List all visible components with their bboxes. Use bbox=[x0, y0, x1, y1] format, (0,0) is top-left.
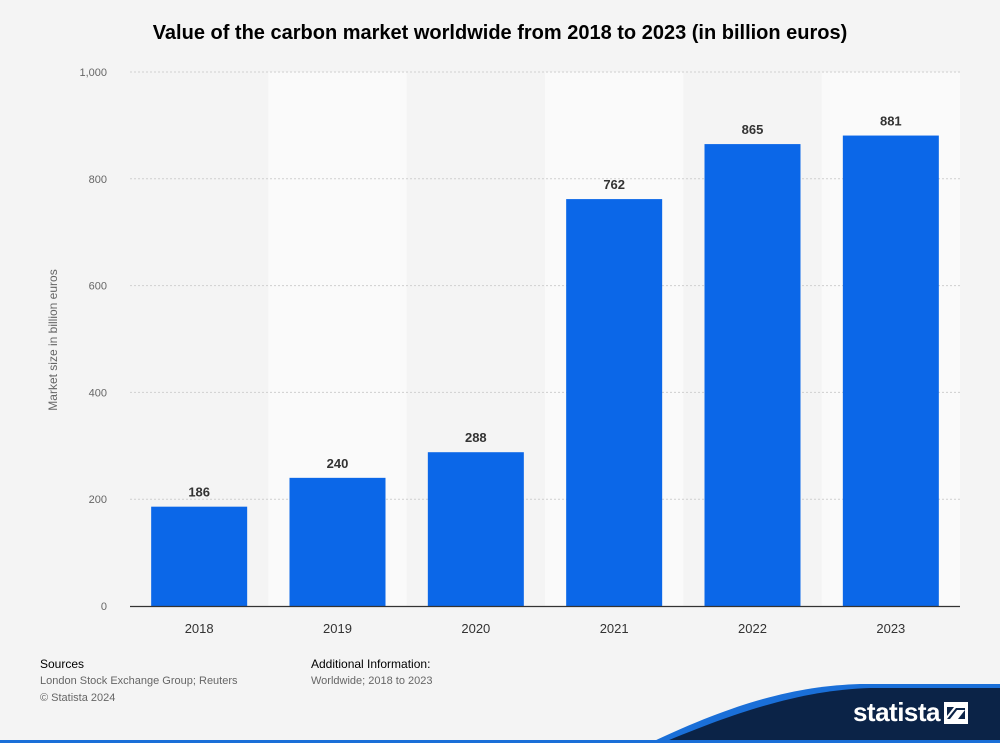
y-tick-label: 200 bbox=[89, 494, 107, 506]
y-axis-title: Market size in billion euros bbox=[46, 269, 60, 410]
data-label: 288 bbox=[465, 430, 487, 445]
additional-info-heading: Additional Information: bbox=[311, 657, 431, 671]
copyright: © Statista 2024 bbox=[40, 692, 116, 704]
sources-heading: Sources bbox=[40, 657, 85, 671]
data-label: 762 bbox=[603, 177, 625, 192]
y-tick-label: 1,000 bbox=[79, 67, 107, 79]
bar bbox=[704, 144, 801, 606]
brand-wave bbox=[662, 688, 1000, 743]
bar bbox=[289, 477, 386, 606]
bar bbox=[842, 135, 939, 606]
y-tick-label: 0 bbox=[101, 601, 107, 613]
data-label: 881 bbox=[880, 114, 902, 129]
bar bbox=[427, 452, 524, 606]
additional-info-block: Additional Information: Worldwide; 2018 … bbox=[311, 656, 433, 690]
sources-text: London Stock Exchange Group; Reuters bbox=[40, 675, 238, 687]
data-label: 865 bbox=[742, 122, 764, 137]
x-tick-label: 2019 bbox=[323, 621, 352, 636]
bar bbox=[566, 199, 663, 607]
x-axis-tick-labels: 2018 2019 2020 2021 2022 2023 bbox=[185, 621, 906, 636]
x-tick-label: 2022 bbox=[738, 621, 767, 636]
statista-logo[interactable]: statista bbox=[852, 697, 941, 727]
chart-title: Value of the carbon market worldwide fro… bbox=[152, 22, 848, 44]
y-tick-label: 600 bbox=[89, 281, 107, 293]
bars bbox=[151, 135, 939, 607]
x-tick-label: 2018 bbox=[185, 621, 214, 636]
data-label: 186 bbox=[188, 485, 210, 500]
x-tick-label: 2021 bbox=[600, 621, 629, 636]
additional-info-text: Worldwide; 2018 to 2023 bbox=[311, 675, 433, 687]
y-tick-label: 400 bbox=[89, 387, 107, 399]
x-tick-label: 2023 bbox=[876, 621, 905, 636]
y-tick-label: 800 bbox=[89, 174, 107, 186]
bar bbox=[151, 506, 248, 606]
statista-logo-icon bbox=[944, 702, 968, 724]
x-tick-label: 2020 bbox=[461, 621, 490, 636]
data-labels: 186 240 288 762 865 881 bbox=[188, 114, 901, 500]
sources-block: Sources London Stock Exchange Group; Reu… bbox=[40, 656, 238, 707]
y-axis-tick-labels: 0 200 400 600 800 1,000 bbox=[79, 67, 107, 613]
data-label: 240 bbox=[327, 456, 349, 471]
